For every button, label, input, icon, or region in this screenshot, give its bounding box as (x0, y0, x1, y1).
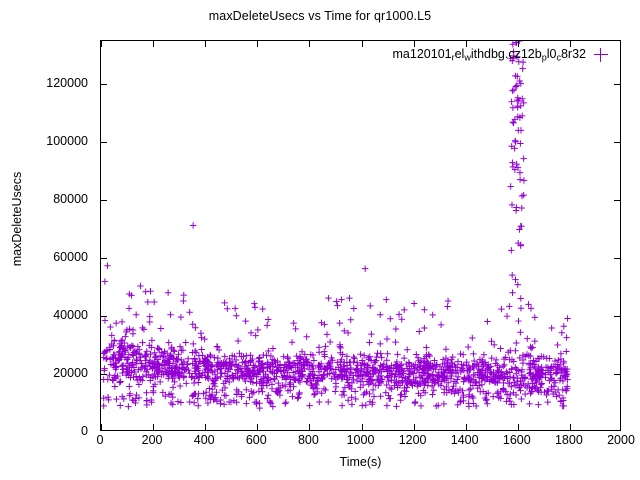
y-tick-label: 100000 (46, 134, 88, 149)
y-tick-label: 0 (81, 424, 88, 438)
x-tick-label: 200 (141, 433, 163, 447)
y-tick-label: 80000 (53, 192, 88, 207)
x-tick-label: 1800 (554, 433, 583, 447)
x-tick-mark (309, 424, 311, 430)
x-tick-mark (569, 424, 571, 430)
x-tick-mark (517, 424, 519, 430)
x-tick-label: 1000 (346, 433, 375, 447)
x-axis-ticks: 0 200 400 600 800 1000 1200 1400 1600 1800 2000 (97, 433, 635, 451)
x-tick-label: 1400 (450, 433, 479, 447)
legend: ma120101relwithdbg.cz12bpl0c8r32 (393, 47, 608, 62)
x-tick-mark (257, 41, 259, 47)
scatter-marker-group (101, 41, 571, 412)
y-tick-mark (614, 200, 620, 202)
y-tick-mark (614, 142, 620, 144)
legend-marker-icon (594, 47, 608, 62)
y-axis-ticks: 0 20000 40000 60000 80000 100000 120000 (0, 40, 96, 438)
scatter-points (101, 41, 571, 412)
x-tick-label: 600 (245, 433, 267, 447)
x-tick-mark (361, 41, 363, 47)
y-tick-mark (101, 84, 107, 86)
x-tick-mark (517, 41, 519, 47)
y-tick-mark (101, 316, 107, 318)
x-tick-label: 400 (193, 433, 215, 447)
x-tick-mark (413, 41, 415, 47)
y-tick-label: 120000 (46, 76, 88, 91)
x-tick-mark (361, 424, 363, 430)
x-tick-mark (257, 424, 259, 430)
x-tick-mark (101, 41, 102, 47)
x-tick-mark (413, 424, 415, 430)
y-tick-mark (614, 374, 620, 376)
x-tick-label: 2000 (607, 433, 635, 447)
x-tick-mark (309, 41, 311, 47)
y-tick-mark (101, 142, 107, 144)
chart-title: maxDeleteUsecs vs Time for qr1000.L5 (208, 9, 432, 23)
y-tick-label: 20000 (53, 366, 88, 381)
x-tick-mark (205, 41, 207, 47)
y-tick-label: 60000 (53, 250, 88, 265)
x-tick-mark (153, 41, 155, 47)
x-tick-mark (205, 424, 207, 430)
y-tick-mark (614, 258, 620, 260)
x-tick-label: 1200 (398, 433, 427, 447)
x-tick-label: 1600 (502, 433, 531, 447)
x-tick-mark (569, 41, 571, 47)
y-tick-mark (101, 200, 107, 202)
x-tick-mark (101, 424, 102, 430)
x-tick-label: 800 (297, 433, 319, 447)
x-tick-mark (153, 424, 155, 430)
y-tick-mark (614, 316, 620, 318)
y-tick-mark (101, 374, 107, 376)
x-axis-label: Time(s) (339, 455, 382, 469)
y-tick-mark (101, 258, 107, 260)
y-tick-label: 40000 (53, 308, 88, 323)
x-tick-label: 0 (96, 433, 104, 447)
x-tick-mark (465, 424, 467, 430)
y-tick-mark (614, 84, 620, 86)
x-tick-mark (465, 41, 467, 47)
plot-area: ma120101relwithdbg.cz12bpl0c8r32 (100, 40, 621, 431)
legend-series-label: ma120101relwithdbg.cz12bpl0c8r32 (392, 47, 586, 63)
